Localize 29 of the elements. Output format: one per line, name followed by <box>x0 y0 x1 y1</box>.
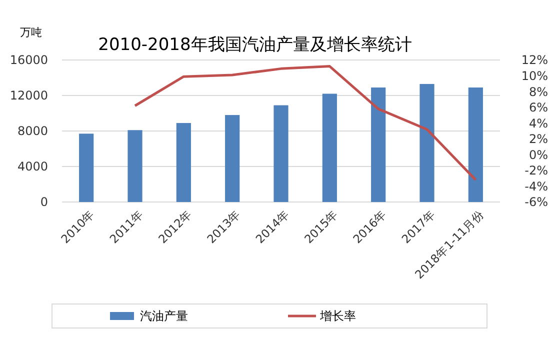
y2-tick-label: 8% <box>528 84 548 99</box>
y2-tick-label: 4% <box>528 116 548 130</box>
bar <box>79 134 94 202</box>
bar <box>128 130 142 202</box>
y-tick-label: 8000 <box>17 124 48 138</box>
y-axis-title: 万吨 <box>20 26 42 39</box>
bar <box>176 123 191 202</box>
y2-tick-label: -2% <box>524 164 548 178</box>
chart-title: 2010-2018年我国汽油产量及增长率统计 <box>98 35 412 55</box>
legend-label: 汽油产量 <box>140 309 188 324</box>
y2-tick-label: -4% <box>524 179 548 194</box>
y-tick-label: 0 <box>40 195 48 210</box>
bar <box>225 115 240 202</box>
y2-tick-label: 6% <box>528 100 548 115</box>
bar <box>468 88 483 202</box>
legend-label: 增长率 <box>319 309 356 324</box>
y2-tick-label: 0% <box>528 148 548 162</box>
y-tick-label: 16000 <box>10 53 48 68</box>
bar <box>371 88 386 202</box>
y-tick-label: 12000 <box>10 88 48 103</box>
line-series <box>134 65 477 182</box>
y2-tick-label: 12% <box>521 53 548 68</box>
y-tick-label: 4000 <box>17 160 48 174</box>
bar <box>420 84 434 202</box>
y2-tick-label: 10% <box>521 68 548 83</box>
y2-tick-label: 2% <box>528 132 548 146</box>
bar <box>322 94 337 202</box>
y2-tick-label: -6% <box>524 195 548 210</box>
bar <box>274 105 288 202</box>
